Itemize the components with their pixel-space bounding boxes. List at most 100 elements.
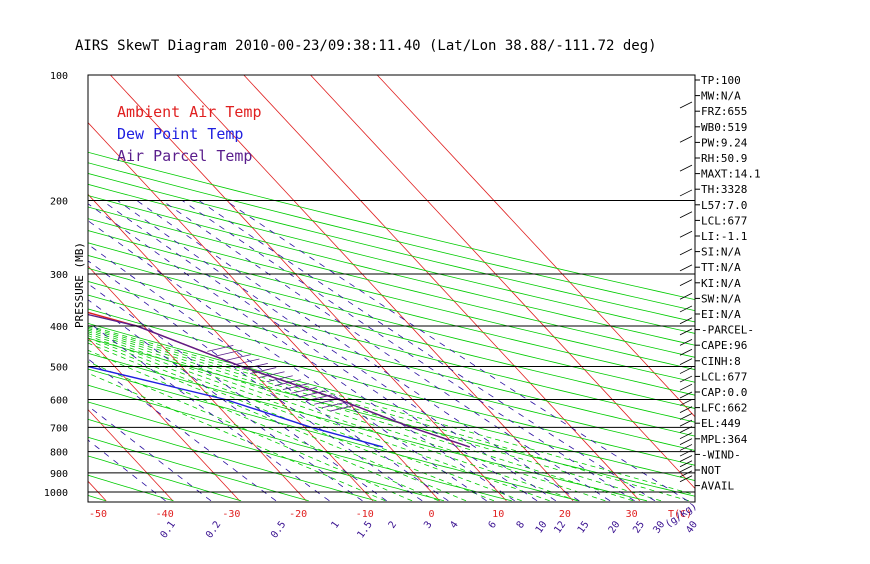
index-item: MAXT:14.1 <box>701 168 761 181</box>
legend-entry: Air Parcel Temp <box>117 147 252 165</box>
dry-adiabat <box>88 308 695 466</box>
mixing-ratio-line <box>88 321 330 502</box>
mixing-ratio-line <box>88 283 387 502</box>
bottom-temp-tick-label: 30 <box>626 509 638 520</box>
wind-tick <box>679 292 693 300</box>
wind-tick <box>679 101 693 109</box>
pressure-tick-label: 1000 <box>44 488 68 499</box>
wind-tick <box>679 358 693 366</box>
index-item: TH:3328 <box>701 183 747 196</box>
dry-adiabat <box>88 384 512 502</box>
isotherm-line <box>0 75 40 501</box>
mixing-ratio-line <box>88 243 449 502</box>
mixing-ratio-line <box>161 200 611 502</box>
bottom-temp-unit: T(C) <box>668 509 692 520</box>
bottom-temp-tick-label: 0 <box>428 509 434 520</box>
indices-panel: TP:100 MW:N/A FRZ:655 WB0:519 PW:9.24 RH:50.9… <box>695 74 761 493</box>
index-item: EI:N/A <box>701 308 741 321</box>
dry-adiabat <box>88 195 695 346</box>
mixing-ratio-line <box>88 203 515 502</box>
pressure-tick-label: 200 <box>50 197 68 208</box>
index-item: PW:9.24 <box>701 136 748 149</box>
wind-tick <box>679 367 693 374</box>
bottom-temp-tick-label: -30 <box>222 509 240 520</box>
index-item: -WIND- <box>701 448 741 461</box>
pressure-tick-label: 500 <box>50 362 68 373</box>
index-item: MW:N/A <box>701 90 741 103</box>
isotherm-line <box>110 75 507 502</box>
index-item: CINH:8 <box>701 355 741 368</box>
mixing-ratio-tick-label: 8 <box>515 519 527 530</box>
wind-tick <box>679 164 693 172</box>
wind-tick <box>679 248 693 256</box>
wind-tick <box>679 419 693 427</box>
pressure-tick-label: 700 <box>50 423 68 434</box>
dry-adiabat <box>88 368 580 502</box>
wind-tick <box>679 317 693 325</box>
index-item: WB0:519 <box>701 121 747 134</box>
y-axis-label: PRESSURE (MB) <box>73 242 86 328</box>
wind-tick <box>679 444 693 451</box>
bottom-temp-tick-label: -40 <box>156 509 174 520</box>
wind-tick <box>679 189 693 197</box>
isotherm-line <box>88 265 307 502</box>
isotherm-line <box>243 75 641 502</box>
wind-tick <box>679 406 693 413</box>
dry-adiabat <box>88 436 309 502</box>
mixing-ratio-tick-label: 0.5 <box>269 519 288 540</box>
moist-adiabat <box>88 333 578 502</box>
mixing-ratio-tick-label: 3 <box>422 519 434 530</box>
dry-adiabat <box>88 267 695 423</box>
wind-tick <box>679 465 693 473</box>
mixing-ratio-tick-label: 20 <box>607 519 623 535</box>
isotherm-line <box>376 75 695 418</box>
wind-tick <box>679 391 693 399</box>
dry-adiabat <box>88 206 695 358</box>
index-item: FRZ:655 <box>701 105 747 118</box>
moist-adiabat <box>88 331 606 502</box>
cape-hatch <box>250 367 277 374</box>
dry-adiabat <box>88 183 695 334</box>
index-item: MPL:364 <box>701 433 748 446</box>
cape-hatch <box>258 371 285 379</box>
cape-hatch <box>224 354 251 361</box>
bottom-temp-tick-label: -10 <box>356 509 374 520</box>
mixing-ratio-line <box>88 260 423 502</box>
bottom-temp-tick-label: -50 <box>89 509 107 520</box>
legend: Ambient Air Temp Dew Point Temp Air Parcel… <box>117 103 262 165</box>
dry-adiabat <box>88 418 377 502</box>
wind-tick <box>679 460 693 468</box>
wind-tick <box>679 426 693 433</box>
mixing-ratio-tick-label: 6 <box>487 519 499 530</box>
moist-adiabat <box>88 349 439 502</box>
mixing-ratio-tick-label: 1 <box>329 519 341 530</box>
dry-adiabat <box>88 218 695 371</box>
cape-hatch <box>282 383 309 390</box>
series-line <box>88 365 384 448</box>
grid-lines <box>0 75 695 502</box>
wind-tick <box>679 399 693 406</box>
wind-tick <box>679 264 693 272</box>
wind-tick <box>679 339 693 346</box>
dry-adiabat <box>88 242 695 396</box>
moist-adiabat <box>88 329 634 502</box>
isotherm-line <box>88 193 374 502</box>
cape-hatch <box>329 404 356 412</box>
index-item: RH:50.9 <box>701 152 747 165</box>
index-item: SW:N/A <box>701 292 741 305</box>
moist-adiabat <box>88 325 695 496</box>
bottom-temp-tick-label: 20 <box>559 509 571 520</box>
mixing-ratio-line <box>117 200 557 502</box>
dry-adiabat <box>88 255 695 409</box>
wind-tick <box>679 348 693 356</box>
mixing-ratio-tick-label: 12 <box>552 519 568 535</box>
mixing-ratio-line <box>182 200 635 502</box>
isotherm-line <box>88 122 441 502</box>
moist-adiabat <box>88 342 467 502</box>
plot-frame <box>87 74 696 503</box>
pressure-tick-label: 100 <box>50 71 68 82</box>
dry-adiabat <box>88 294 695 451</box>
moist-adiabat <box>88 326 689 502</box>
